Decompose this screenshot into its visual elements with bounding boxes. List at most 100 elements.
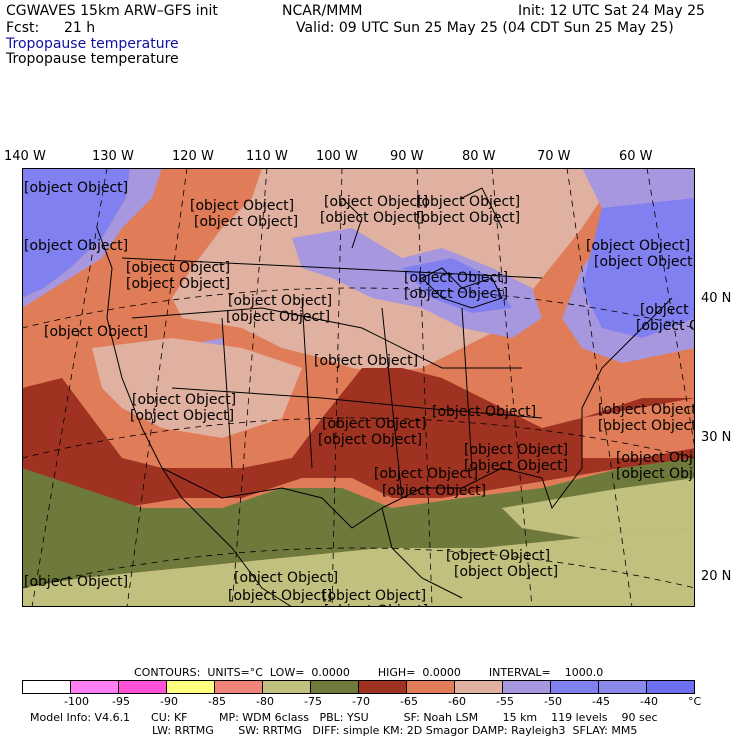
init-time: Init: 12 UTC Sat 24 May 25 [518,3,705,19]
shade-lavender-nw [22,168,162,308]
james-bay-shore [461,187,503,229]
map-label: [object Object] [616,450,695,466]
colorbar-swatch [599,681,647,693]
colorbar-tick: -75 [304,695,322,708]
shade-darkred-band [22,368,695,508]
colorbar-tick: -95 [112,695,130,708]
colorbar-swatch [407,681,455,693]
map-label: [object Object] [374,466,478,482]
boundaries [96,187,673,607]
map-label: [object Object] [636,318,695,334]
map-label: [object Object] [616,466,695,482]
map-label: [object Object] [322,416,426,432]
mexico-west-coast [231,547,293,607]
map-label: [object Object] [44,324,148,340]
map-label: [object Object] [594,254,695,270]
graticule [22,168,695,607]
colorbar-tick: -60 [448,695,466,708]
map-label: [object Object] [454,564,558,580]
lon-label: 110 W [246,149,288,164]
great-lakes [421,267,503,309]
colorbar-tick: -45 [592,695,610,708]
colorbar-swatch [71,681,119,693]
map-label: [object Object] [404,286,508,302]
lon-line [491,168,533,607]
lon-label: 130 W [92,149,134,164]
us-mexico-border [161,467,383,529]
tropopause-map: [object Object] [object Object] [object … [22,168,695,607]
colorbar-swatch [311,681,359,693]
lon-label: 120 W [172,149,214,164]
lon-label: 70 W [537,149,571,164]
colorbar-swatch [23,681,71,693]
colorbar-swatch [263,681,311,693]
lon-label: 60 W [619,149,653,164]
map-label: [object Object] [586,238,690,254]
map-label: [object Object] [130,408,234,424]
shade-tan-gulf [502,478,695,538]
mexico-gulf-coast [381,507,463,599]
lon-line [231,168,268,607]
colorbar-tick: -65 [400,695,418,708]
colorbar-swatch [167,681,215,693]
colorbar-swatch [455,681,503,693]
colorbar-tick: -100 [64,695,89,708]
lon-line [126,168,188,607]
state-lines [461,307,473,469]
lon-line [566,168,633,607]
map-label: [object Object] [640,302,695,318]
field-title-shaded: Tropopause temperature [6,36,179,52]
map-label: [object Object] [194,214,298,230]
west-coast [96,227,233,549]
map-label: [object Object] [322,588,426,604]
forecast-hour: 21 h [64,20,96,36]
colorbar-tick: -40 [640,695,658,708]
colorbar-tick: -90 [160,695,178,708]
colorbar-swatch [503,681,551,693]
map-label: [object Object] [24,180,128,196]
map-label: [object Object] [320,210,424,226]
lat-label: 40 N [701,291,732,306]
colorbar-swatch [647,681,694,693]
lon-line [646,168,695,452]
lon-line [31,168,108,607]
shade-orange-se [582,398,695,458]
map-label: [object Object] [446,548,550,564]
map-label: [object Object] [416,210,520,226]
lon-label: 90 W [390,149,424,164]
colorbar [22,680,695,694]
contours-info: CONTOURS: UNITS=°C LOW= 0.0000 HIGH= 0.0… [134,666,604,679]
lon-line [331,168,343,607]
colorbar-tick: -55 [496,695,514,708]
center-label: NCAR/MMM [282,3,363,19]
map-label: [object Object] [324,194,428,210]
us-canada-border [121,257,543,279]
map-label: [object Object] [24,574,128,590]
state-lines [301,297,313,469]
colorbar-units: °C [688,695,702,708]
gulf-east-coast [381,297,673,510]
lon-line [416,168,433,607]
map-label: [object Object] [228,293,332,309]
map-label: [object Object] [228,588,332,604]
colorbar-swatch [119,681,167,693]
map-label: [object Object] [234,570,338,586]
colorbar-tick: -70 [352,695,370,708]
forecast-label: Fcst: [6,20,40,36]
map-labels: [object Object] [object Object] [object … [24,180,695,607]
map-label: [object Object] [226,309,330,325]
model-title: CGWAVES 15km ARW–GFS init [6,3,218,19]
map-label: [object Object] [382,483,486,499]
colorbar-swatch [359,681,407,693]
shade-pink-west [92,338,302,438]
colorbar-tick: -50 [544,695,562,708]
shade-blue-nw [22,168,130,298]
map-panel: [object Object] [object Object] [object … [22,168,695,607]
lat-label: 30 N [701,430,732,445]
lon-label: 100 W [316,149,358,164]
map-label: [object Object] [126,276,230,292]
state-lines [221,317,233,469]
map-label: [object Object] [24,238,128,254]
map-label: [object Object] [190,198,294,214]
colorbar-tick: -80 [256,695,274,708]
